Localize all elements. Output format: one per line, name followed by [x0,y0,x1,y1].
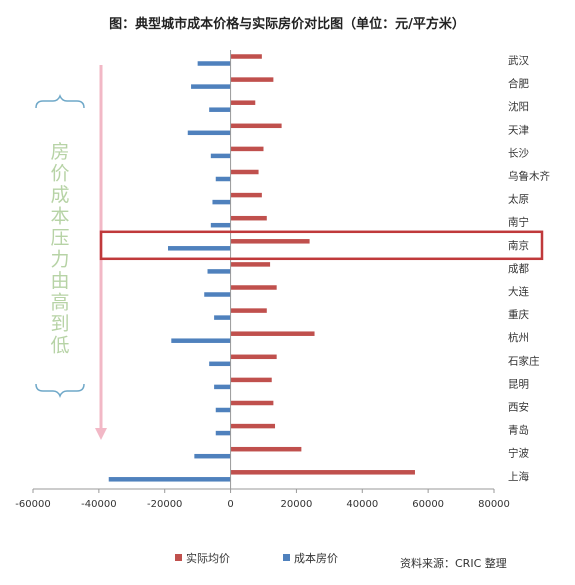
bar-actual-price [230,146,264,152]
bar-actual-price [230,377,272,383]
chart-title: 图：典型城市成本价格与实际房价对比图（单位：元/平方米） [109,16,465,32]
legend-label: 实际均价 [186,551,230,565]
x-tick-label: 20000 [281,499,313,510]
category-label: 上海 [508,470,529,483]
category-label: 天津 [508,124,529,136]
annotation-char: 由 [50,270,69,292]
annotation-char: 价 [50,163,69,185]
bar-cost-price [191,84,231,89]
bar-cost-price [214,384,231,390]
bar-cost-price [108,477,231,482]
bottom-brace-icon [35,383,85,399]
bar-actual-price [230,54,262,59]
source-note: 资料来源：CRIC 整理 [400,556,507,570]
category-label: 大连 [508,285,529,298]
x-tick-label: 60000 [412,499,444,510]
bar-actual-price [230,446,302,452]
category-label: 南宁 [508,216,529,229]
category-label: 南京 [508,239,529,252]
bar-actual-price [230,354,277,360]
bar-cost-price [194,453,231,459]
bar-actual-price [230,470,415,475]
bar-actual-price [230,331,315,336]
highlight-box [99,230,544,261]
x-tick-label: -40000 [81,499,116,510]
category-label: 杭州 [508,331,529,344]
bar-cost-price [171,338,231,343]
bar-cost-price [168,246,231,251]
category-label: 合肥 [508,77,529,90]
bar-actual-price [230,123,282,129]
top-brace-icon [35,93,85,109]
bar-actual-price [230,169,259,175]
category-label: 石家庄 [508,354,540,367]
bar-actual-price [230,239,310,244]
annotation-char: 到 [50,313,69,335]
bar-cost-price [210,222,231,228]
bars-group [108,50,415,489]
category-label: 长沙 [508,147,529,159]
annotation-char: 力 [50,249,69,271]
category-label: 西安 [508,401,529,414]
annotation-char: 压 [50,227,69,249]
bar-actual-price [230,308,267,313]
bar-actual-price [230,285,277,290]
bar-actual-price [230,100,256,105]
x-tick-label: -60000 [15,499,50,510]
bar-actual-price [230,400,274,406]
bar-cost-price [204,292,231,297]
category-label: 武汉 [508,54,529,67]
bar-actual-price [230,77,274,82]
annotation-char: 成 [50,184,69,206]
category-label: 重庆 [508,308,529,321]
category-label: 沈阳 [508,100,529,113]
annotation-char: 房 [50,141,69,163]
x-tick-label: 80000 [478,499,510,510]
bar-cost-price [215,407,231,413]
bar-cost-price [209,361,231,367]
bar-cost-price [187,130,231,136]
bar-cost-price [210,153,231,159]
annotation-char: 低 [50,335,69,357]
bar-cost-price [207,269,231,274]
category-labels: 武汉合肥沈阳天津长沙乌鲁木齐太原南宁南京成都大连重庆杭州石家庄昆明西安青岛宁波上… [99,54,550,483]
x-tick-label: -20000 [147,499,182,510]
bar-cost-price [215,430,231,436]
category-label: 青岛 [508,424,529,437]
bar-cost-price [215,176,231,182]
bar-actual-price [230,262,271,267]
bar-actual-price [230,423,276,429]
legend-swatch [283,554,290,561]
category-label: 昆明 [508,378,529,390]
legend: 实际均价 成本房价 [175,551,338,565]
category-label: 太原 [508,193,529,206]
bar-cost-price [214,315,231,320]
x-tick-label: 40000 [346,499,378,510]
annotation-char: 高 [50,292,69,314]
bar-cost-price [209,107,231,112]
legend-swatch [175,554,182,561]
bar-actual-price [230,192,262,198]
x-tick-label: 0 [227,499,233,510]
category-label: 宁波 [508,447,529,460]
bar-actual-price [230,215,267,221]
bar-cost-price [212,199,231,205]
bar-cost-price [197,61,231,66]
legend-label: 成本房价 [294,551,338,565]
annotation-char: 本 [50,206,69,228]
category-label: 乌鲁木齐 [508,170,550,183]
x-axis: -60000 -40000 -20000 0 20000 40000 60000 80000 [15,488,510,510]
category-label: 成都 [508,263,529,275]
